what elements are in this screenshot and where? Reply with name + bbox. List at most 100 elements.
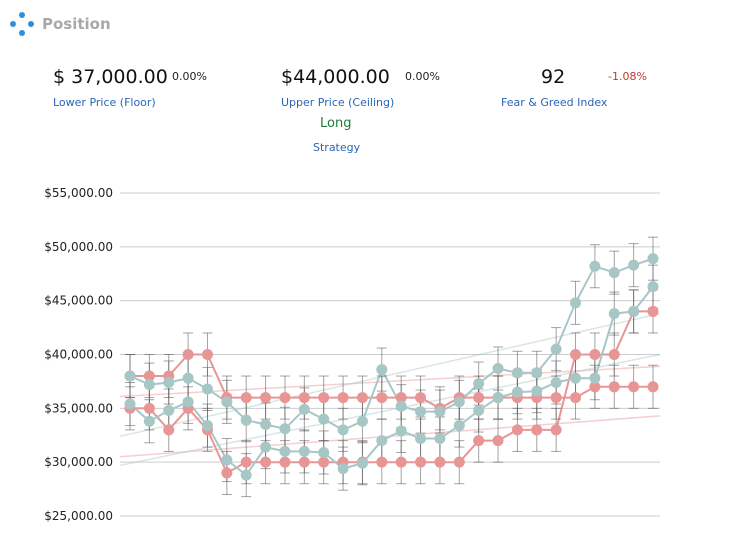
series-line bbox=[129, 257, 654, 432]
data-point bbox=[260, 392, 272, 404]
fear-greed-metric: 92 bbox=[541, 66, 565, 88]
fear-greed-label: Fear & Greed Index bbox=[501, 96, 608, 109]
data-point bbox=[492, 435, 504, 447]
data-point bbox=[124, 398, 136, 410]
data-point bbox=[318, 392, 330, 404]
data-point bbox=[550, 424, 562, 436]
position-icon bbox=[10, 12, 34, 36]
data-point bbox=[511, 386, 523, 398]
data-point bbox=[531, 367, 543, 379]
series-line bbox=[129, 286, 654, 477]
data-point bbox=[473, 435, 485, 447]
data-point bbox=[318, 413, 330, 425]
trendline bbox=[119, 312, 661, 438]
data-point bbox=[240, 392, 252, 404]
data-point bbox=[201, 420, 213, 432]
data-point bbox=[376, 364, 388, 376]
data-point bbox=[182, 396, 194, 408]
data-point bbox=[260, 441, 272, 453]
strategy-value: Long bbox=[320, 116, 352, 131]
y-tick-label: $45,000.00 bbox=[44, 294, 113, 308]
floor-price-label: Lower Price (Floor) bbox=[53, 96, 156, 109]
data-point bbox=[511, 367, 523, 379]
price-chart: $25,000.00 $30,000.00 $35,000.00 $40,000.00… bbox=[44, 186, 661, 523]
data-point bbox=[143, 402, 155, 414]
y-tick-label: $50,000.00 bbox=[44, 240, 113, 254]
data-point bbox=[628, 305, 640, 317]
data-point bbox=[356, 415, 368, 427]
data-point bbox=[453, 456, 465, 468]
data-point bbox=[531, 424, 543, 436]
data-point bbox=[163, 424, 175, 436]
floor-price-value: $ 37,000.00 bbox=[53, 66, 168, 88]
data-point bbox=[318, 456, 330, 468]
data-point bbox=[260, 418, 272, 430]
data-point bbox=[395, 425, 407, 437]
data-point bbox=[337, 424, 349, 436]
data-point bbox=[163, 404, 175, 416]
ceiling-metric: $44,000.00 bbox=[281, 66, 390, 88]
data-point bbox=[337, 392, 349, 404]
data-point bbox=[240, 456, 252, 468]
data-point bbox=[589, 381, 601, 393]
y-tick-label: $40,000.00 bbox=[44, 348, 113, 362]
data-point bbox=[318, 446, 330, 458]
y-tick-label: $30,000.00 bbox=[44, 455, 113, 469]
data-point bbox=[434, 432, 446, 444]
data-point bbox=[221, 467, 233, 479]
data-point bbox=[570, 349, 582, 360]
strategy-label: Strategy bbox=[313, 141, 361, 154]
chart-series-lines bbox=[129, 257, 654, 477]
data-point bbox=[143, 415, 155, 427]
data-point bbox=[415, 456, 427, 468]
data-point bbox=[182, 349, 194, 360]
data-point bbox=[589, 260, 601, 272]
data-point bbox=[647, 305, 659, 317]
y-tick-label: $35,000.00 bbox=[44, 401, 113, 415]
data-point bbox=[298, 403, 310, 415]
y-tick-label: $55,000.00 bbox=[44, 186, 113, 200]
chart-grid: $25,000.00 $30,000.00 $35,000.00 $40,000.00… bbox=[44, 186, 660, 523]
data-point bbox=[415, 406, 427, 418]
chart-error-bars bbox=[125, 236, 658, 498]
data-point bbox=[647, 281, 659, 293]
data-point bbox=[589, 372, 601, 384]
data-point bbox=[628, 381, 640, 393]
data-point bbox=[550, 392, 562, 404]
floor-price-change: 0.00% bbox=[172, 70, 207, 83]
data-point bbox=[647, 253, 659, 265]
data-point bbox=[298, 445, 310, 457]
data-point bbox=[492, 362, 504, 374]
panel-header: Position bbox=[10, 10, 111, 38]
chart-points bbox=[124, 253, 659, 481]
data-point bbox=[221, 396, 233, 408]
data-point bbox=[415, 392, 427, 404]
y-tick-label: $25,000.00 bbox=[44, 509, 113, 523]
data-point bbox=[356, 392, 368, 404]
data-point bbox=[434, 406, 446, 418]
ceiling-price-change: 0.00% bbox=[405, 70, 440, 83]
data-point bbox=[395, 456, 407, 468]
data-point bbox=[279, 445, 291, 457]
ceiling-price-label: Upper Price (Ceiling) bbox=[281, 96, 395, 109]
ceiling-price-value: $44,000.00 bbox=[281, 66, 390, 88]
data-point bbox=[550, 343, 562, 355]
trendline bbox=[119, 353, 661, 467]
data-point bbox=[589, 349, 601, 360]
data-point bbox=[337, 463, 349, 475]
data-point bbox=[240, 414, 252, 426]
series-line bbox=[130, 310, 653, 475]
floor-metric: $ 37,000.00 bbox=[53, 66, 168, 88]
data-point bbox=[279, 456, 291, 468]
data-point bbox=[570, 297, 582, 309]
data-point bbox=[453, 396, 465, 408]
data-point bbox=[531, 385, 543, 397]
data-point bbox=[608, 267, 620, 279]
data-point bbox=[647, 381, 659, 393]
data-point bbox=[395, 392, 407, 404]
data-point bbox=[356, 457, 368, 469]
data-point bbox=[395, 400, 407, 412]
data-point bbox=[473, 392, 485, 404]
data-point bbox=[550, 376, 562, 388]
data-point bbox=[376, 456, 388, 468]
